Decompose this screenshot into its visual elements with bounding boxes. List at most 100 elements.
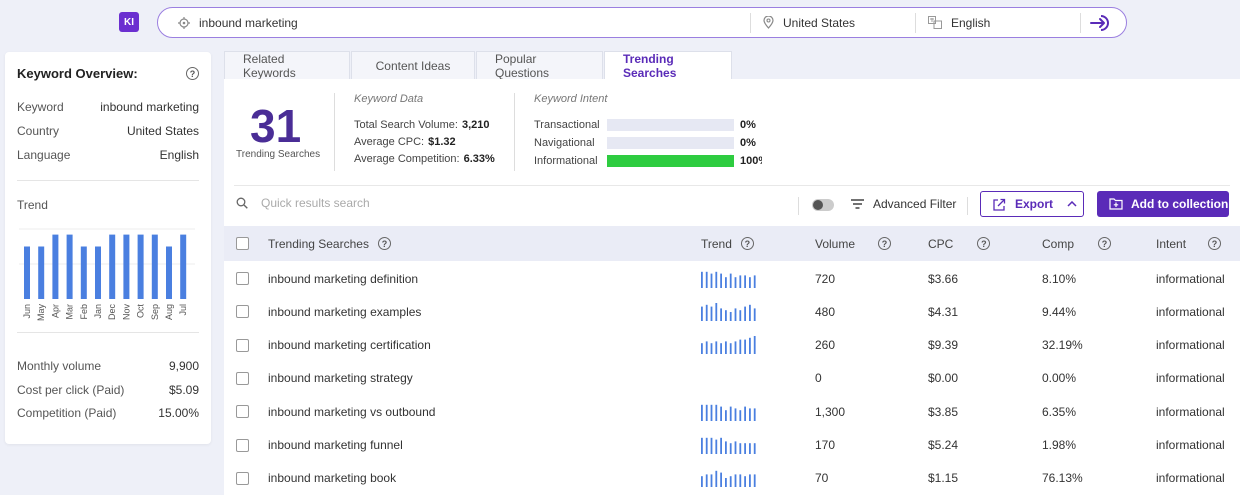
row-trend-sparkline bbox=[701, 368, 761, 388]
table-row[interactable]: inbound marketing definition 720 $3.66 8.10… bbox=[224, 262, 1240, 295]
row-checkbox[interactable] bbox=[236, 471, 249, 485]
advanced-filter-label: Advanced Filter bbox=[873, 197, 957, 211]
col-comp[interactable]: Comp? bbox=[1042, 226, 1112, 261]
col-volume[interactable]: Volume? bbox=[815, 226, 892, 261]
sparkline-bar bbox=[715, 341, 718, 355]
sparkline-bar bbox=[720, 437, 722, 454]
checkbox[interactable] bbox=[236, 237, 249, 250]
help-icon[interactable]: ? bbox=[878, 237, 892, 250]
overview-keyword-value: inbound marketing bbox=[100, 100, 199, 114]
row-checkbox[interactable] bbox=[236, 305, 249, 319]
help-icon[interactable]: ? bbox=[1098, 237, 1112, 250]
col-trend[interactable]: Trend? bbox=[701, 226, 754, 261]
trend-month-label: Jul bbox=[178, 304, 188, 316]
filter-icon bbox=[851, 199, 864, 209]
help-icon[interactable]: ? bbox=[977, 237, 991, 250]
sparkline-bar bbox=[749, 337, 751, 355]
keyword-overview-panel: Keyword Overview: ? Keyword inbound mark… bbox=[5, 52, 211, 444]
table-row[interactable]: inbound marketing funnel 170 $5.24 1.98% inf… bbox=[224, 429, 1240, 462]
col-intent[interactable]: Intent? bbox=[1156, 226, 1222, 261]
row-checkbox[interactable] bbox=[236, 371, 249, 385]
sparkline-bar bbox=[710, 343, 713, 355]
tab-content-ideas[interactable]: Content Ideas bbox=[351, 51, 475, 79]
sparkline-bar bbox=[739, 443, 742, 454]
avg-comp-label: Average Competition: bbox=[354, 153, 460, 165]
search-submit-button[interactable] bbox=[1090, 14, 1112, 32]
trending-searches-panel: 31 Trending Searches Keyword Data Total … bbox=[224, 79, 1240, 495]
keyword-cell[interactable]: inbound marketing funnel bbox=[268, 438, 403, 452]
export-button[interactable]: Export bbox=[980, 191, 1084, 217]
cpc-value: $5.09 bbox=[168, 383, 199, 397]
tab-popular-questions[interactable]: Popular Questions bbox=[476, 51, 603, 80]
comp-cell: 1.98% bbox=[1042, 438, 1077, 452]
table-row[interactable]: inbound marketing examples 480 $4.31 9.44% i… bbox=[224, 295, 1240, 328]
competition-label: Competition (Paid) bbox=[17, 406, 117, 420]
quick-search-input[interactable]: Quick results search bbox=[236, 196, 370, 210]
divider bbox=[334, 93, 335, 171]
select-all-checkbox[interactable] bbox=[236, 226, 249, 261]
monthly-volume-value: 9,900 bbox=[168, 359, 199, 373]
row-checkbox[interactable] bbox=[236, 272, 249, 285]
sparkline-bar bbox=[710, 437, 713, 454]
sparkline-bar bbox=[744, 339, 746, 355]
sparkline-bar bbox=[753, 408, 756, 421]
help-icon[interactable]: ? bbox=[186, 67, 199, 80]
translate-icon bbox=[928, 16, 942, 29]
keyword-cell[interactable]: inbound marketing vs outbound bbox=[268, 404, 436, 419]
sparkline-bar bbox=[749, 474, 751, 488]
sparkline-bar bbox=[734, 441, 737, 454]
sparkline-bar bbox=[734, 276, 737, 288]
table-row[interactable]: inbound marketing vs outbound 1,300 $3.85 6… bbox=[224, 395, 1240, 428]
row-checkbox[interactable] bbox=[236, 338, 249, 352]
tab-trending-searches[interactable]: Trending Searches bbox=[604, 51, 732, 80]
table-row[interactable]: inbound marketing strategy 0 $0.00 0.00% inf… bbox=[224, 362, 1240, 395]
keyword-cell[interactable]: inbound marketing book bbox=[268, 471, 397, 486]
sparkline-bar bbox=[710, 404, 713, 421]
tab-related-keywords[interactable]: Related Keywords bbox=[224, 51, 350, 80]
trend-bar bbox=[66, 234, 73, 299]
app-logo[interactable]: KI bbox=[119, 12, 139, 32]
divider bbox=[915, 12, 916, 33]
keyword-cell[interactable]: inbound marketing strategy bbox=[268, 371, 413, 386]
keyword-cell[interactable]: inbound marketing certification bbox=[268, 338, 431, 353]
filter-toggle[interactable] bbox=[812, 199, 834, 211]
trend-bar bbox=[52, 234, 59, 299]
sparkline-bar bbox=[729, 273, 732, 288]
table-row[interactable]: inbound marketing book 70 $1.15 76.13% infor… bbox=[224, 462, 1240, 495]
advanced-filter-button[interactable]: Advanced Filter bbox=[851, 197, 956, 211]
trend-bar bbox=[24, 246, 30, 299]
trend-cell bbox=[701, 462, 761, 495]
sparkline-bar bbox=[705, 437, 708, 454]
help-icon[interactable]: ? bbox=[740, 237, 754, 250]
trend-cell bbox=[701, 262, 761, 295]
comp-cell: 8.10% bbox=[1042, 271, 1077, 286]
keyword-cell[interactable]: inbound marketing examples bbox=[268, 304, 422, 319]
keyword-input[interactable]: inbound marketing bbox=[158, 8, 750, 37]
col-trending-searches[interactable]: Trending Searches? bbox=[268, 226, 391, 261]
country-select[interactable]: United States bbox=[751, 8, 915, 37]
language-select[interactable]: English bbox=[916, 8, 1080, 37]
chevron-up-icon bbox=[1067, 201, 1077, 207]
intent-informational: Informational 100% bbox=[534, 155, 762, 167]
competition-value: 15.00% bbox=[158, 406, 199, 420]
sparkline-bar bbox=[749, 443, 751, 454]
sparkline-bar bbox=[705, 341, 708, 355]
results-toolbar: Quick results search Advanced Filter Exp… bbox=[224, 186, 1240, 224]
quick-search-placeholder: Quick results search bbox=[261, 196, 370, 210]
avg-cpc-label: Average CPC: bbox=[354, 136, 425, 148]
row-checkbox-cell bbox=[236, 462, 249, 495]
row-checkbox[interactable] bbox=[236, 438, 249, 452]
sparkline-bar bbox=[715, 439, 718, 454]
keyword-cell[interactable]: inbound marketing definition bbox=[268, 271, 419, 286]
add-to-collection-button[interactable]: Add to collection bbox=[1097, 191, 1229, 217]
col-cpc[interactable]: CPC? bbox=[928, 226, 991, 261]
keyword-search-bar[interactable]: inbound marketing United States English bbox=[157, 7, 1127, 38]
help-icon[interactable]: ? bbox=[377, 237, 391, 250]
overview-language-label: Language bbox=[17, 148, 71, 162]
keyword-intent-title: Keyword Intent bbox=[534, 93, 608, 105]
table-row[interactable]: inbound marketing certification 260 $9.39 3… bbox=[224, 329, 1240, 362]
sparkline-bar bbox=[739, 474, 742, 488]
row-checkbox[interactable] bbox=[236, 405, 249, 419]
help-icon[interactable]: ? bbox=[1208, 237, 1222, 250]
trending-count: 31 bbox=[250, 100, 302, 152]
